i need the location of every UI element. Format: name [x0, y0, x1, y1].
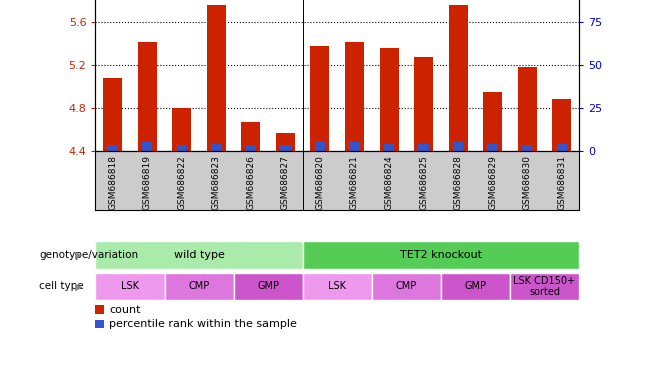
Text: ▶: ▶	[75, 281, 83, 291]
Text: GSM686821: GSM686821	[350, 155, 359, 210]
Bar	[207, 5, 226, 151]
Bar	[522, 146, 532, 151]
Text: LSK: LSK	[121, 281, 139, 291]
Text: GSM686828: GSM686828	[453, 155, 463, 210]
Bar	[311, 46, 330, 151]
Bar	[414, 56, 433, 151]
Text: GSM686819: GSM686819	[143, 155, 152, 210]
Text: GSM686826: GSM686826	[246, 155, 255, 210]
Bar	[280, 146, 291, 151]
Text: percentile rank within the sample: percentile rank within the sample	[109, 319, 297, 329]
Text: wild type: wild type	[174, 250, 224, 260]
Bar	[245, 144, 256, 151]
Bar	[483, 92, 502, 151]
Bar	[95, 273, 164, 300]
Bar	[518, 67, 537, 151]
Text: GSM686822: GSM686822	[177, 155, 186, 210]
Bar	[211, 144, 222, 151]
Bar	[418, 144, 429, 151]
Bar	[315, 142, 325, 151]
Bar	[303, 241, 579, 269]
Bar	[276, 134, 295, 151]
Bar	[510, 273, 579, 300]
Bar	[142, 142, 153, 151]
Bar	[138, 41, 157, 151]
Bar	[107, 144, 118, 151]
Bar	[449, 5, 468, 151]
Text: GSM686827: GSM686827	[281, 155, 290, 210]
Bar	[172, 108, 191, 151]
Text: CMP: CMP	[395, 281, 417, 291]
Bar	[241, 122, 261, 151]
Bar	[303, 273, 372, 300]
Bar	[384, 144, 394, 151]
Text: CMP: CMP	[188, 281, 210, 291]
Text: cell type: cell type	[39, 281, 84, 291]
Bar	[95, 241, 303, 269]
Text: GSM686823: GSM686823	[212, 155, 221, 210]
Text: GMP: GMP	[465, 281, 486, 291]
Bar	[176, 146, 187, 151]
Text: GSM686825: GSM686825	[419, 155, 428, 210]
Bar	[557, 144, 567, 151]
Text: count: count	[109, 305, 141, 314]
Bar	[488, 144, 498, 151]
Bar	[552, 99, 571, 151]
Bar	[441, 273, 510, 300]
Text: GSM686831: GSM686831	[557, 155, 567, 210]
Text: TET2 knockout: TET2 knockout	[400, 250, 482, 260]
Bar	[380, 48, 399, 151]
Text: GSM686820: GSM686820	[315, 155, 324, 210]
Text: GMP: GMP	[257, 281, 279, 291]
Text: ▶: ▶	[75, 250, 83, 260]
Text: GSM686818: GSM686818	[108, 155, 117, 210]
Bar	[234, 273, 303, 300]
Bar	[349, 142, 360, 151]
Bar	[372, 273, 441, 300]
Text: genotype/variation: genotype/variation	[39, 250, 139, 260]
Bar	[164, 273, 234, 300]
Bar	[345, 41, 364, 151]
Bar	[103, 78, 122, 151]
Text: GSM686829: GSM686829	[488, 155, 497, 210]
Text: LSK: LSK	[328, 281, 346, 291]
Bar	[453, 142, 463, 151]
Text: LSK CD150+
sorted: LSK CD150+ sorted	[513, 276, 576, 297]
Text: GSM686824: GSM686824	[384, 155, 393, 210]
Text: GSM686830: GSM686830	[522, 155, 532, 210]
